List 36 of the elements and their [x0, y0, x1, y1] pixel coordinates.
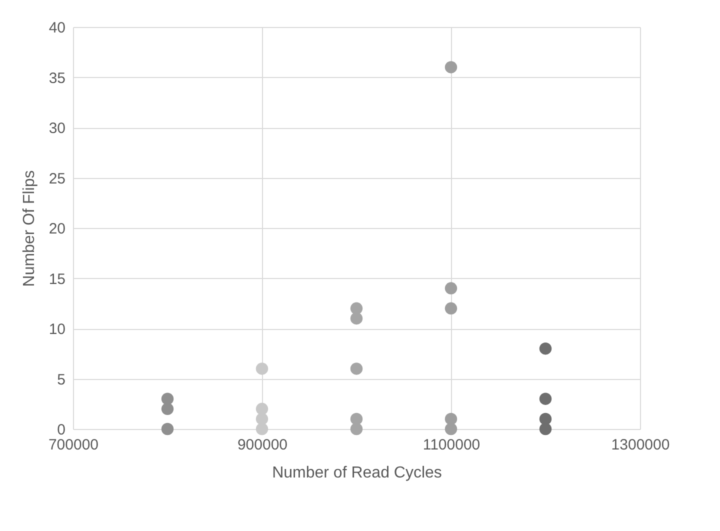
y-tick-label: 5	[57, 371, 66, 388]
point	[350, 412, 363, 426]
point	[444, 282, 458, 294]
y-tick-label: 15	[48, 270, 66, 288]
point	[539, 422, 552, 436]
point	[444, 412, 458, 426]
point	[350, 312, 363, 325]
x-axis-title: Number of Read Cycles	[272, 464, 442, 482]
point	[256, 362, 268, 375]
point	[444, 302, 458, 315]
point	[256, 422, 268, 436]
y-tick-label: 25	[48, 170, 66, 188]
x-tick-label: 1100000	[422, 436, 480, 454]
point	[161, 392, 174, 405]
point	[350, 302, 363, 315]
y-tick-label: 0	[57, 422, 66, 438]
point	[350, 422, 363, 436]
point	[161, 402, 174, 416]
point	[539, 412, 552, 426]
y-tick-label: 10	[48, 321, 66, 338]
point	[444, 422, 458, 436]
y-axis-title: Number Of Flips	[20, 170, 38, 287]
y-tick-label: 40	[48, 20, 66, 36]
y-tick-label: 20	[48, 220, 66, 238]
x-tick-label: 900000	[237, 436, 288, 454]
point	[444, 61, 458, 74]
y-tick-label: 35	[48, 70, 66, 87]
point	[256, 412, 268, 426]
x-tick-label: 1300000	[611, 436, 670, 454]
point	[161, 422, 174, 436]
point	[539, 342, 552, 355]
point	[539, 392, 552, 405]
y-tick-label: 30	[48, 120, 66, 137]
point	[256, 402, 268, 416]
point	[350, 362, 363, 375]
x-tick-label: 700000	[48, 436, 99, 454]
